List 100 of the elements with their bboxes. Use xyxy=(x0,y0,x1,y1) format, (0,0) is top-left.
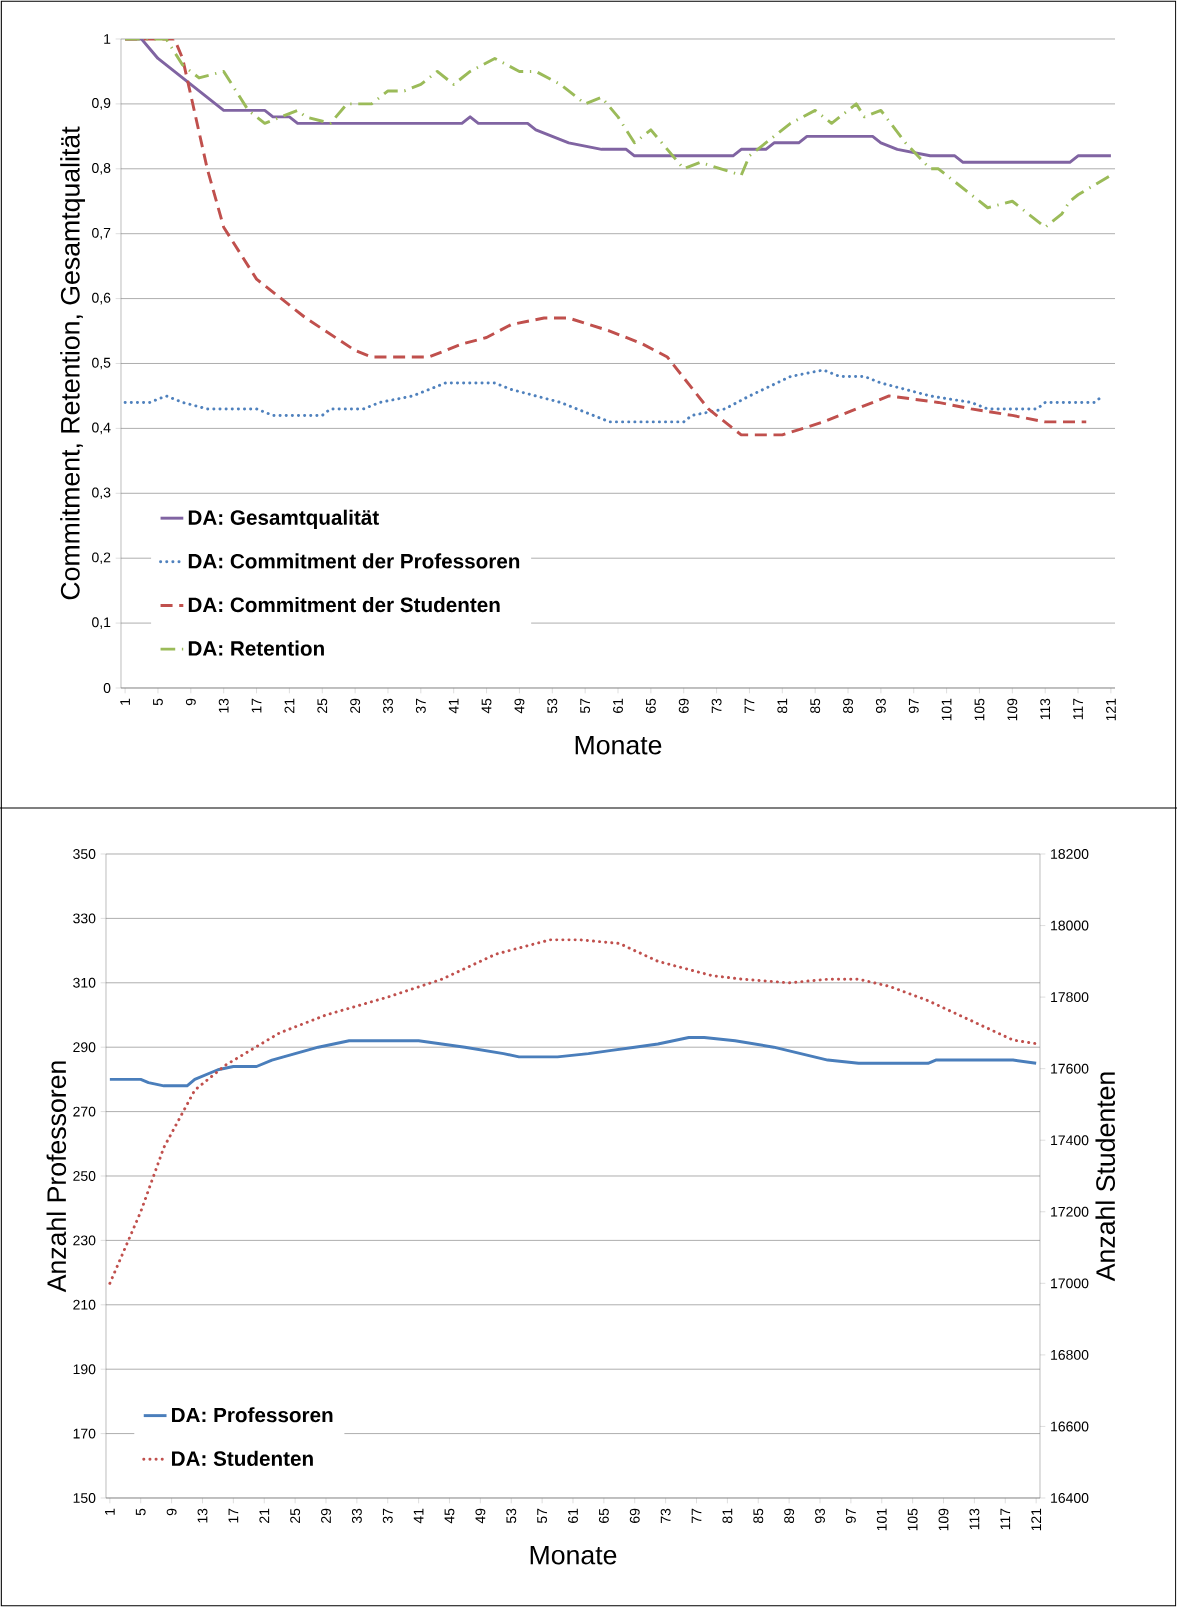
y2-tick-label: 17600 xyxy=(1051,1063,1089,1074)
y-tick-label: 170 xyxy=(73,1428,96,1439)
x-tick-label: 17 xyxy=(228,1508,239,1523)
x-tick-label: 109 xyxy=(1007,698,1018,721)
x-tick-label: 69 xyxy=(629,1508,640,1523)
x-tick-label: 33 xyxy=(383,698,393,714)
x-tick-label: 93 xyxy=(815,1508,825,1523)
y2-axis-title: Anzahl Studenten xyxy=(1095,1072,1116,1282)
x-tick-label: 105 xyxy=(974,698,985,721)
x-tick-label: 49 xyxy=(475,1508,486,1524)
x-tick-label: 49 xyxy=(514,698,525,714)
line-series xyxy=(108,938,1038,1285)
y-tick-label: 0 xyxy=(103,683,111,693)
y-tick-label: 0,7 xyxy=(92,227,111,240)
x-tick-label: 101 xyxy=(941,698,952,721)
x-tick-label: 117 xyxy=(1000,1508,1011,1530)
y-tick-label: 0,3 xyxy=(92,487,111,500)
x-tick-label: 33 xyxy=(351,1508,362,1524)
x-tick-label: 41 xyxy=(413,1508,424,1524)
y-tick-label: 0,2 xyxy=(92,552,111,564)
x-tick-label: 77 xyxy=(691,1508,702,1523)
x-tick-label: 57 xyxy=(537,1508,548,1524)
y2-tick-label: 16400 xyxy=(1051,1493,1089,1503)
x-tick-label: 121 xyxy=(1106,698,1116,721)
x-tick-label: 21 xyxy=(284,698,295,713)
x-axis-title: Monate xyxy=(530,1545,617,1565)
x-tick-label: 25 xyxy=(290,1508,301,1523)
x-tick-label: 85 xyxy=(753,1508,764,1523)
y-tick-label: 190 xyxy=(73,1364,96,1375)
y-tick-label: 0,5 xyxy=(92,357,111,370)
y-tick-label: 150 xyxy=(73,1493,96,1503)
x-tick-label: 81 xyxy=(777,698,788,713)
x-tick-label: 37 xyxy=(382,1508,393,1524)
y2-tick-label: 18200 xyxy=(1051,849,1089,859)
y-tick-label: 0,9 xyxy=(92,98,111,110)
y-tick-label: 1 xyxy=(104,34,111,44)
x-tick-label: 97 xyxy=(845,1508,856,1523)
y-tick-label: 0,6 xyxy=(92,292,111,305)
x-tick-label: 73 xyxy=(660,1508,671,1523)
y-tick-label: 350 xyxy=(73,849,96,859)
x-tick-label: 97 xyxy=(908,698,919,713)
legend-label: DA: Gesamtqualität xyxy=(188,509,379,529)
x-tick-label: 21 xyxy=(259,1508,270,1523)
x-tick-label: 45 xyxy=(481,698,492,714)
x-tick-label: 5 xyxy=(135,1508,146,1516)
x-axis-title: Monate xyxy=(575,735,662,755)
x-tick-label: 113 xyxy=(969,1508,980,1530)
x-tick-label: 101 xyxy=(876,1508,887,1531)
x-tick-label: 105 xyxy=(907,1508,918,1531)
x-tick-label: 9 xyxy=(166,1508,177,1516)
x-tick-label: 53 xyxy=(506,1508,517,1524)
x-tick-label: 61 xyxy=(613,698,623,713)
y-axis-title: Commitment, Retention, Gesamtqualität xyxy=(60,126,86,600)
y2-tick-label: 16600 xyxy=(1051,1421,1089,1432)
y-tick-label: 250 xyxy=(73,1171,96,1181)
x-tick-label: 29 xyxy=(350,698,361,713)
y2-tick-label: 16800 xyxy=(1051,1349,1089,1360)
x-tick-label: 37 xyxy=(415,698,426,714)
x-tick-label: 61 xyxy=(568,1508,578,1523)
x-tick-label: 45 xyxy=(444,1508,455,1524)
y2-tick-label: 17400 xyxy=(1051,1135,1089,1146)
x-tick-label: 29 xyxy=(321,1508,331,1523)
y-tick-label: 310 xyxy=(73,977,96,988)
x-tick-label: 65 xyxy=(645,698,656,713)
x-tick-label: 57 xyxy=(580,698,591,714)
y-tick-label: 0,1 xyxy=(92,617,111,629)
x-tick-label: 69 xyxy=(678,698,689,713)
legend-label: DA: Professoren xyxy=(172,1407,333,1423)
legend-label: DA: Commitment der Studenten xyxy=(188,596,500,613)
x-tick-label: 5 xyxy=(153,698,163,706)
x-tick-label: 121 xyxy=(1031,1508,1042,1531)
x-tick-label: 1 xyxy=(120,698,130,705)
x-tick-label: 17 xyxy=(251,698,262,713)
legend-label: DA: Studenten xyxy=(172,1450,313,1466)
x-tick-label: 65 xyxy=(598,1508,609,1523)
y-axis-title: Anzahl Professoren xyxy=(46,1061,67,1293)
x-tick-label: 73 xyxy=(711,698,722,713)
y-tick-label: 0,8 xyxy=(92,163,111,175)
y-tick-label: 0,4 xyxy=(92,422,111,435)
x-tick-label: 113 xyxy=(1040,698,1051,720)
x-tick-label: 109 xyxy=(938,1508,949,1531)
x-tick-label: 41 xyxy=(448,698,459,714)
x-tick-label: 77 xyxy=(744,698,755,713)
y2-tick-label: 17200 xyxy=(1051,1206,1089,1217)
x-tick-label: 13 xyxy=(197,1508,208,1523)
x-tick-label: 117 xyxy=(1073,698,1083,720)
y-tick-label: 230 xyxy=(73,1235,96,1246)
x-tick-label: 81 xyxy=(722,1508,733,1523)
x-tick-label: 93 xyxy=(875,698,886,713)
y2-tick-label: 17000 xyxy=(1051,1278,1089,1289)
y-tick-label: 270 xyxy=(73,1106,96,1117)
y-tick-label: 290 xyxy=(73,1042,96,1053)
x-tick-label: 53 xyxy=(547,698,558,714)
legend-label: DA: Commitment der Professoren xyxy=(188,553,520,569)
x-tick-label: 9 xyxy=(185,698,196,706)
x-tick-label: 85 xyxy=(810,698,821,713)
x-tick-label: 89 xyxy=(784,1508,795,1523)
y2-tick-label: 18000 xyxy=(1051,920,1089,931)
y2-tick-label: 17800 xyxy=(1051,992,1089,1003)
x-tick-label: 13 xyxy=(218,698,229,713)
